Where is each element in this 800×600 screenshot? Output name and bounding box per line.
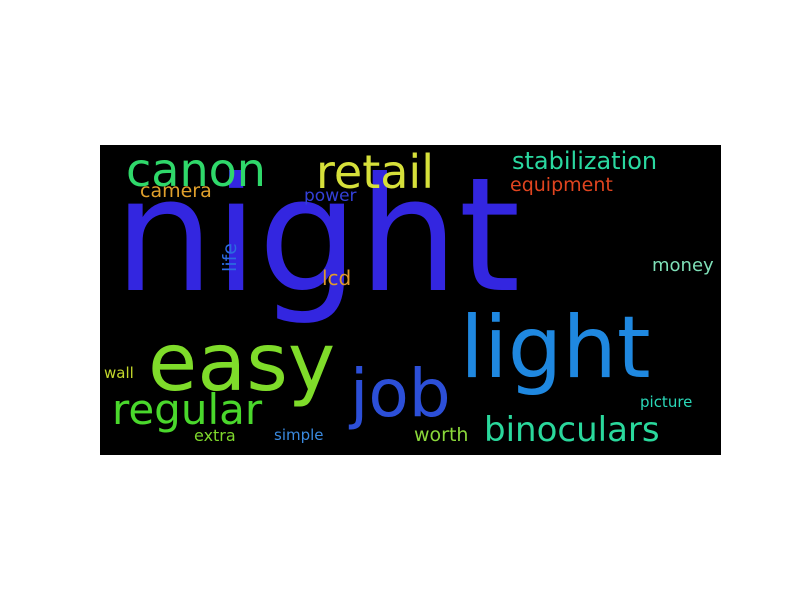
word-regular: regular: [112, 385, 263, 434]
word-worth: worth: [414, 424, 469, 446]
word-money: money: [652, 255, 714, 276]
word-wall: wall: [104, 364, 134, 382]
word-extra: extra: [194, 426, 236, 445]
word-binoculars: binoculars: [484, 410, 660, 450]
word-retail: retail: [316, 145, 434, 199]
word-light: light: [460, 298, 651, 398]
word-stabilization: stabilization: [512, 147, 658, 175]
word-life: life: [219, 243, 241, 272]
word-easy: easy: [148, 316, 336, 409]
word-canon: canon: [126, 145, 266, 197]
word-night: night: [114, 145, 521, 328]
word-equipment: equipment: [510, 174, 613, 196]
word-job: job: [350, 355, 451, 432]
word-simple: simple: [274, 426, 324, 444]
word-cloud: night light easy job canon retail regula…: [100, 145, 721, 455]
word-power: power: [304, 186, 357, 206]
word-lcd: lcd: [322, 266, 352, 290]
word-camera: camera: [140, 180, 212, 202]
word-picture: picture: [640, 393, 693, 411]
